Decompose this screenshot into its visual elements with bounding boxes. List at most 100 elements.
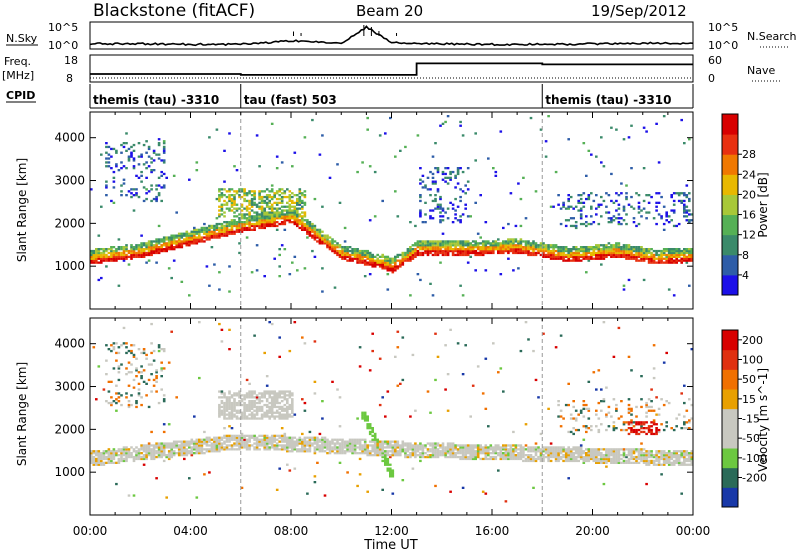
data-cell bbox=[363, 255, 367, 258]
data-cell bbox=[605, 413, 608, 416]
data-cell bbox=[688, 199, 691, 203]
data-cell bbox=[592, 251, 596, 255]
data-cell bbox=[255, 405, 259, 409]
data-cell bbox=[150, 342, 153, 345]
data-cell bbox=[318, 228, 322, 231]
data-cell bbox=[419, 246, 422, 249]
data-cell bbox=[401, 261, 405, 264]
data-cell bbox=[273, 440, 276, 443]
data-cell bbox=[564, 253, 568, 257]
data-cell bbox=[336, 388, 339, 391]
data-cell bbox=[544, 448, 548, 451]
data-cell bbox=[145, 446, 148, 449]
data-cell bbox=[220, 230, 224, 233]
data-cell bbox=[635, 459, 638, 463]
data-cell bbox=[190, 232, 194, 235]
data-cell bbox=[419, 446, 422, 449]
data-cell bbox=[567, 205, 570, 208]
data-cell bbox=[481, 392, 485, 395]
data-cell bbox=[612, 454, 616, 457]
data-cell bbox=[308, 234, 312, 237]
data-cell bbox=[150, 448, 153, 451]
data-cell bbox=[406, 257, 410, 260]
data-cell bbox=[333, 452, 337, 455]
data-cell bbox=[514, 444, 518, 447]
data-cell bbox=[235, 228, 239, 231]
data-cell bbox=[574, 246, 578, 249]
data-cell bbox=[544, 246, 548, 249]
data-cell bbox=[95, 463, 98, 466]
data-cell bbox=[595, 409, 598, 412]
data-cell bbox=[177, 238, 181, 241]
data-cell bbox=[303, 436, 307, 439]
data-cell bbox=[100, 255, 103, 258]
data-cell bbox=[296, 199, 299, 203]
data-cell bbox=[230, 194, 234, 197]
data-cell bbox=[180, 448, 184, 451]
data-cell bbox=[203, 473, 206, 476]
data-cell bbox=[562, 251, 565, 255]
data-cell bbox=[291, 201, 294, 204]
data-cell bbox=[411, 467, 415, 470]
data-cell bbox=[265, 390, 269, 393]
data-cell bbox=[270, 411, 274, 414]
data-cell bbox=[280, 409, 284, 412]
data-cell bbox=[122, 249, 126, 253]
data-cell bbox=[185, 450, 189, 453]
data-cell bbox=[419, 199, 422, 203]
data-cell bbox=[313, 438, 317, 441]
data-cell bbox=[532, 446, 535, 449]
data-cell bbox=[366, 263, 369, 266]
data-cell bbox=[406, 448, 410, 451]
data-cell bbox=[542, 457, 545, 461]
data-cell bbox=[396, 253, 400, 257]
data-cell bbox=[323, 242, 327, 245]
data-cell bbox=[499, 367, 503, 370]
data-cell bbox=[680, 249, 683, 253]
data-cell bbox=[667, 288, 671, 291]
data-cell bbox=[225, 405, 229, 409]
data-cell bbox=[600, 251, 603, 255]
data-cell bbox=[469, 251, 472, 255]
data-cell bbox=[368, 427, 372, 430]
data-cell bbox=[288, 349, 292, 353]
data-cell bbox=[610, 126, 613, 129]
data-cell bbox=[137, 454, 141, 457]
data-cell bbox=[517, 246, 520, 249]
data-cell bbox=[391, 452, 395, 455]
data-cell bbox=[454, 253, 457, 257]
data-cell bbox=[642, 207, 646, 210]
data-cell bbox=[265, 440, 269, 443]
data-cell bbox=[630, 205, 633, 208]
data-cell bbox=[449, 328, 452, 331]
data-cell bbox=[137, 251, 141, 255]
data-cell bbox=[680, 259, 683, 262]
data-cell bbox=[567, 457, 570, 461]
data-cell bbox=[230, 197, 234, 201]
data-cell bbox=[248, 211, 251, 214]
data-cell bbox=[394, 446, 397, 449]
data-cell bbox=[399, 253, 402, 257]
data-cell bbox=[386, 259, 390, 262]
data-cell bbox=[263, 444, 266, 447]
data-cell bbox=[260, 224, 264, 228]
data-cell bbox=[426, 390, 430, 393]
data-cell bbox=[675, 248, 678, 251]
data-cell bbox=[298, 201, 302, 204]
data-cell bbox=[172, 450, 176, 453]
velocity-plot-background bbox=[90, 318, 693, 515]
data-cell bbox=[534, 378, 538, 382]
data-cell bbox=[100, 257, 103, 260]
data-cell bbox=[155, 246, 158, 249]
data-cell bbox=[105, 461, 108, 464]
data-cell bbox=[205, 226, 209, 230]
data-cell bbox=[685, 249, 689, 253]
data-cell bbox=[384, 415, 387, 418]
data-cell bbox=[145, 251, 148, 255]
data-cell bbox=[296, 440, 299, 443]
data-cell bbox=[291, 440, 294, 443]
data-cell bbox=[107, 157, 111, 160]
data-cell bbox=[441, 454, 445, 457]
data-cell bbox=[155, 199, 158, 203]
data-cell bbox=[464, 192, 467, 195]
